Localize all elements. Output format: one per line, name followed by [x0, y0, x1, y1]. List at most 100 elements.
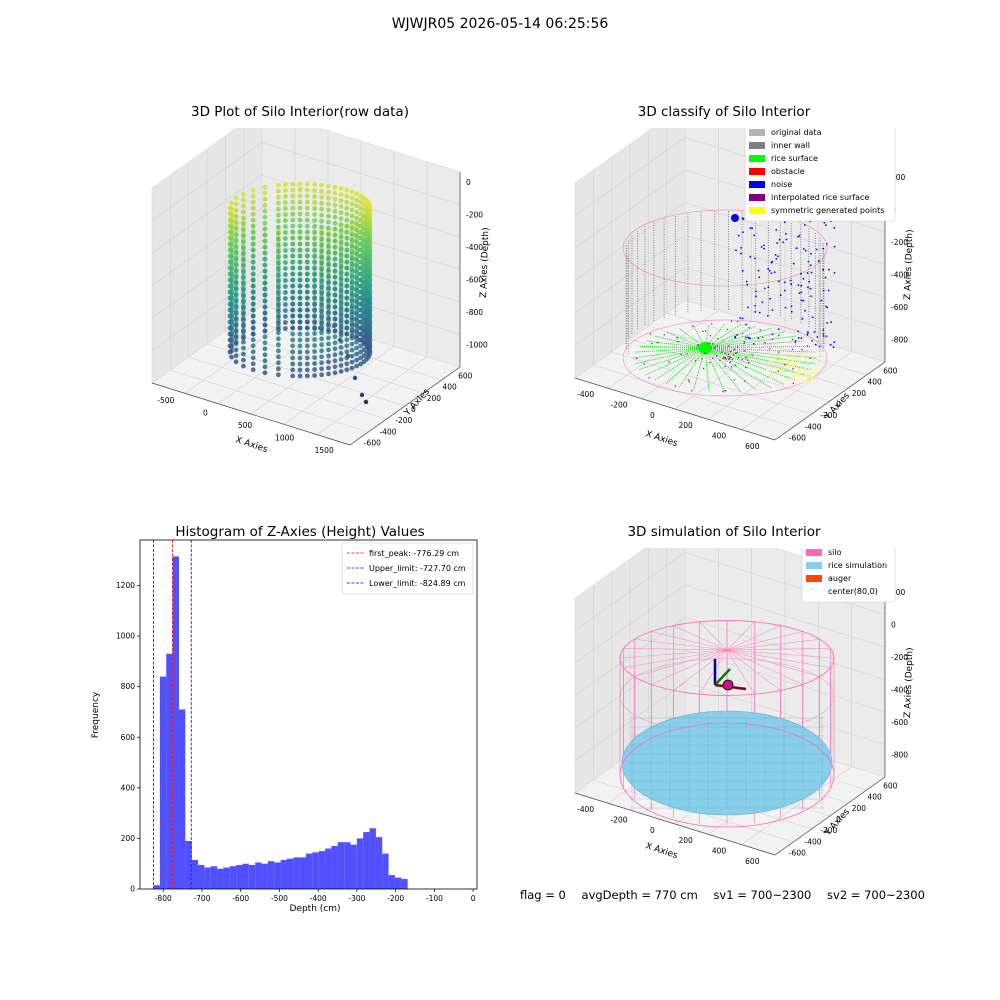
p1-z-tick: -600 [466, 275, 483, 284]
p2-y-tick: 0 [836, 400, 841, 409]
p3-y-tick-label: 800 [121, 682, 136, 691]
p2-interpolated-point [713, 347, 716, 349]
p1-z-tick: 0 [466, 178, 471, 187]
p1-point [290, 217, 296, 223]
p1-point [304, 253, 310, 259]
p2-interpolated-point [743, 342, 745, 345]
p1-point [283, 230, 288, 235]
p1-point [326, 201, 331, 207]
p1-point [262, 214, 268, 220]
p1-point [241, 323, 246, 329]
p2-legend-swatch [749, 155, 765, 162]
p2-symmetric-point [795, 358, 798, 361]
p2-noise-point [790, 310, 793, 313]
p2-rice-surface-ray [704, 323, 726, 349]
p2-noise-point [734, 335, 737, 338]
p2-noise-point [829, 343, 832, 346]
p2-noise-point [739, 317, 742, 319]
p2-symmetric-point [786, 365, 789, 368]
p3-legend-label: first_peak: -776.29 cm [369, 549, 459, 558]
p2-noise-point [789, 279, 792, 282]
p2-rice-surface-ray [704, 325, 757, 349]
p2-symmetric-point [792, 363, 795, 366]
p2-interpolated-point [744, 380, 746, 382]
p1-point [297, 283, 303, 289]
p1-point [290, 367, 296, 373]
p2-symmetric-point [815, 368, 818, 372]
p1-point [250, 343, 256, 349]
p4-legend-swatch [806, 549, 822, 556]
p2-interpolated-point [778, 334, 780, 337]
panel-4-title: 3D simulation of Silo Interior [627, 524, 821, 540]
p3-bar [394, 877, 402, 889]
p1-point [262, 268, 268, 274]
p2-z-tick: -200 [891, 238, 908, 247]
p1-point [304, 241, 310, 247]
p1-point [304, 367, 310, 373]
p1-point [326, 279, 331, 285]
p4-legend: silo rice simulation auger center(80,0) [801, 548, 896, 603]
p1-point [297, 331, 303, 337]
p1-point [326, 267, 331, 273]
p1-point [319, 366, 324, 372]
p1-point [297, 337, 303, 343]
p1-point [276, 320, 281, 326]
p1-point [312, 284, 317, 289]
p2-rice-surface-ray [678, 328, 706, 349]
p1-point [367, 203, 372, 208]
p1-point [354, 281, 359, 287]
p2-noise-point [735, 249, 737, 252]
p2-rice-surface-ray [704, 340, 805, 349]
p3-bar [159, 676, 167, 889]
p4-silo-roof [634, 639, 728, 651]
p1-y-tick: -400 [380, 427, 397, 436]
p1-point [290, 247, 296, 253]
p2-interpolated-point [635, 357, 638, 359]
p1-point [344, 199, 350, 205]
p1-point [332, 310, 338, 316]
p1-point [229, 290, 234, 296]
p1-point [297, 247, 303, 253]
p2-interpolated-point [731, 358, 734, 360]
p2-noise-point [782, 241, 785, 244]
p1-point [250, 361, 256, 367]
p2-interpolated-point [728, 358, 730, 361]
p1-point [332, 250, 338, 256]
p1-point [338, 192, 344, 197]
p1-point [262, 244, 268, 250]
p2-noise-point [803, 224, 806, 226]
p1-point [354, 311, 359, 317]
p1-point [319, 348, 324, 354]
p1-point [332, 364, 338, 370]
p1-point [358, 349, 363, 355]
p1-point [312, 296, 317, 301]
p1-point [297, 181, 303, 187]
p2-interpolated-point [649, 333, 652, 335]
p2-noise-point [811, 340, 813, 342]
p1-point [349, 347, 355, 353]
p2-symmetric-point [798, 368, 801, 372]
p1-point [326, 327, 331, 333]
p2-y-tick: -600 [789, 433, 806, 442]
p2-interpolated-point [723, 356, 725, 359]
p3-bar [369, 828, 376, 889]
p1-point [276, 248, 281, 254]
p4-silo-roof [726, 625, 781, 651]
p2-legend-label: rice surface [771, 154, 818, 163]
status-sv1: sv1 = 700~2300 [713, 888, 812, 902]
p2-noise-point [790, 305, 793, 308]
p2-noise-point [754, 257, 756, 260]
p1-point [229, 354, 234, 360]
p2-symmetric-point [774, 359, 778, 362]
p1-point [229, 212, 234, 218]
p2-noise-point [807, 286, 809, 289]
p1-point [290, 331, 296, 337]
p1-point [233, 347, 239, 353]
p1-point [312, 367, 317, 372]
p2-rice-surface-center [699, 342, 711, 354]
p2-noise-point [800, 291, 803, 294]
p1-point [233, 339, 239, 345]
p1-point [358, 361, 363, 367]
p1-point [262, 220, 268, 226]
p1-point [367, 329, 372, 334]
